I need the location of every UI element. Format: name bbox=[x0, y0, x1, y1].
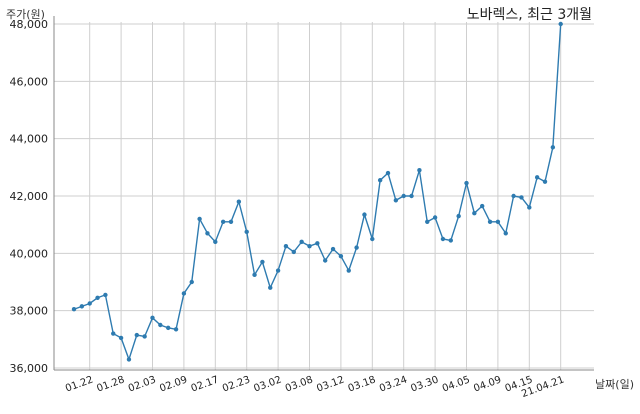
x-tick-label: 02.23 bbox=[221, 374, 252, 394]
data-point bbox=[166, 325, 171, 331]
data-point bbox=[260, 259, 265, 265]
x-tick-label: 03.12 bbox=[315, 374, 346, 394]
data-point bbox=[480, 203, 485, 209]
axes bbox=[53, 16, 594, 371]
x-tick-label: 01.22 bbox=[64, 374, 95, 394]
data-point bbox=[401, 193, 406, 199]
x-tick-label: 02.17 bbox=[190, 374, 221, 394]
data-point bbox=[111, 331, 116, 336]
data-point bbox=[323, 258, 328, 263]
data-point bbox=[236, 199, 242, 204]
data-point bbox=[244, 229, 249, 235]
data-point bbox=[448, 238, 453, 243]
data-point bbox=[275, 268, 281, 273]
data-point bbox=[456, 213, 461, 219]
data-point bbox=[370, 236, 375, 242]
data-point bbox=[158, 322, 163, 328]
x-tick-label: 04.09 bbox=[472, 374, 503, 394]
data-point bbox=[385, 170, 391, 176]
x-tick-label: 03.24 bbox=[378, 374, 409, 394]
data-point bbox=[213, 239, 218, 245]
data-point bbox=[425, 219, 430, 224]
data-point bbox=[534, 175, 540, 180]
x-tick-label: 02.09 bbox=[158, 374, 189, 394]
data-point bbox=[464, 180, 469, 186]
data-point bbox=[346, 268, 351, 273]
series bbox=[71, 21, 563, 362]
data-point bbox=[542, 179, 548, 184]
data-point bbox=[71, 307, 77, 312]
x-tick-label: 03.18 bbox=[347, 374, 378, 394]
x-tick-label: 03.30 bbox=[409, 374, 440, 394]
x-tick-labels: 01.22 01.28 02.03 02.09 02.17 02.23 03.02 03.08… bbox=[64, 374, 566, 400]
data-point bbox=[134, 332, 139, 338]
data-point bbox=[103, 292, 108, 298]
data-point bbox=[377, 178, 383, 183]
x-tick-label: 04.05 bbox=[441, 374, 472, 394]
data-point bbox=[519, 195, 524, 200]
y-tick-label: 44,000 bbox=[10, 133, 49, 146]
data-point bbox=[268, 285, 273, 290]
data-point bbox=[440, 236, 446, 242]
data-point bbox=[550, 145, 556, 150]
data-point bbox=[487, 219, 493, 224]
data-point bbox=[472, 211, 477, 216]
y-tick-label: 40,000 bbox=[10, 247, 49, 260]
x-tick-label: 02.03 bbox=[127, 374, 158, 394]
data-point bbox=[197, 216, 202, 222]
data-point bbox=[495, 219, 501, 224]
data-point bbox=[315, 241, 320, 246]
data-point bbox=[252, 272, 257, 278]
data-point bbox=[527, 205, 532, 210]
data-point bbox=[118, 335, 124, 341]
data-point bbox=[87, 301, 92, 306]
y-tick-label: 46,000 bbox=[10, 75, 49, 88]
y-tick-label: 42,000 bbox=[10, 190, 49, 203]
x-tick-label: 03.08 bbox=[284, 374, 315, 394]
y-tick-label: 38,000 bbox=[10, 305, 49, 318]
data-point bbox=[409, 193, 414, 199]
data-point bbox=[299, 239, 304, 245]
data-point bbox=[362, 212, 367, 217]
data-point bbox=[393, 198, 399, 203]
data-point bbox=[511, 193, 516, 199]
y-tick-label: 36,000 bbox=[10, 362, 49, 375]
series-line bbox=[73, 23, 562, 362]
data-point bbox=[291, 249, 296, 255]
data-point bbox=[338, 254, 344, 259]
x-tick-label: 03.02 bbox=[252, 374, 283, 394]
x-axis-label: 날짜(일) bbox=[595, 378, 634, 391]
grid bbox=[54, 22, 594, 370]
data-point bbox=[173, 327, 179, 332]
data-point bbox=[417, 168, 422, 173]
data-point bbox=[181, 291, 187, 296]
data-point bbox=[432, 215, 438, 220]
y-tick-label: 48,000 bbox=[10, 18, 49, 31]
y-tick-labels: 36,000 38,000 40,000 42,000 44,000 46,000 48,0… bbox=[10, 18, 49, 375]
x-tick-label: 01.28 bbox=[95, 374, 126, 394]
data-point bbox=[283, 243, 289, 249]
y-axis-label: 주가(원) bbox=[6, 8, 45, 21]
data-point bbox=[150, 315, 155, 321]
data-point bbox=[95, 295, 100, 300]
data-point bbox=[189, 279, 194, 285]
data-point bbox=[354, 245, 359, 250]
data-point bbox=[558, 21, 563, 27]
data-point bbox=[330, 246, 336, 252]
data-point bbox=[79, 304, 85, 309]
chart-title: 노바렉스, 최근 3개월 bbox=[466, 7, 592, 23]
data-point bbox=[228, 219, 234, 224]
data-point bbox=[220, 219, 226, 224]
data-point bbox=[307, 243, 312, 249]
data-point bbox=[503, 231, 508, 236]
data-point bbox=[205, 231, 210, 236]
data-point bbox=[126, 357, 132, 362]
data-point bbox=[142, 334, 147, 339]
